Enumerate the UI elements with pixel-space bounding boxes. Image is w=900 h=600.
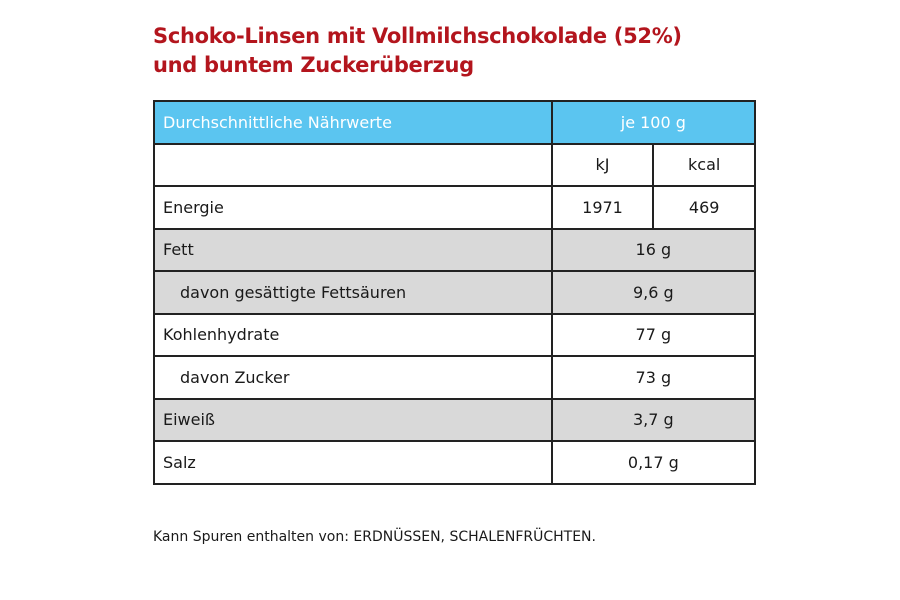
empty-cell [153,142,553,187]
table-row: Energie 1971 469 [153,185,756,230]
table-row: davon gesättigte Fettsäuren 9,6 g [153,270,757,315]
unit-kcal: kcal [652,142,756,187]
header-value: je 100 g [550,100,757,145]
units-row: kJ kcal [153,142,756,187]
row-value: 77 g [550,312,757,357]
table-row: Salz 0,17 g [153,440,757,485]
title-line-1: Schoko-Linsen mit Vollmilchschokolade (5… [153,24,682,48]
header-label: Durchschnittliche Nährwerte [153,100,553,145]
row-label: davon Zucker [153,355,553,400]
row-label: davon gesättigte Fettsäuren [153,270,553,315]
table-row: Eiweiß 3,7 g [153,397,757,442]
unit-kj: kJ [550,142,655,187]
allergen-note: Kann Spuren enthalten von: ERDNÜSSEN, SC… [153,529,596,545]
table-header-row: Durchschnittliche Nährwerte je 100 g [153,100,757,145]
row-label: Fett [153,227,553,272]
title-line-2: und buntem Zuckerüberzug [153,53,474,77]
product-title: Schoko-Linsen mit Vollmilchschokolade (5… [153,22,682,80]
table-row: Fett 16 g [153,227,757,272]
row-value: 0,17 g [550,440,757,485]
table-row: Kohlenhydrate 77 g [153,312,757,357]
row-value: 3,7 g [550,397,757,442]
energy-label: Energie [153,185,553,230]
table-row: davon Zucker 73 g [153,355,757,400]
row-label: Kohlenhydrate [153,312,553,357]
nutrition-table: Durchschnittliche Nährwerte je 100 g kJ … [153,100,757,485]
row-value: 9,6 g [550,270,757,315]
energy-kj: 1971 [550,185,655,230]
row-label: Salz [153,440,553,485]
energy-kcal: 469 [652,185,756,230]
row-value: 73 g [550,355,757,400]
row-value: 16 g [550,227,757,272]
row-label: Eiweiß [153,397,553,442]
